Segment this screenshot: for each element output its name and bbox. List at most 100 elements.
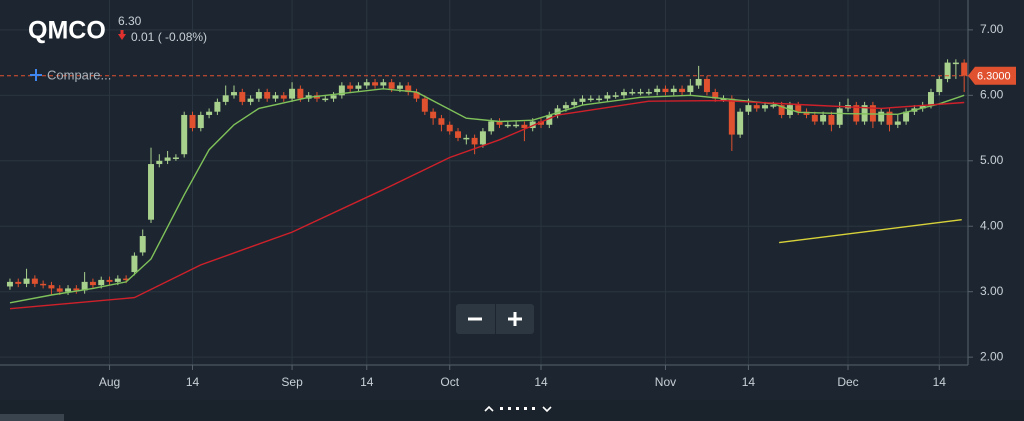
expand-toggle[interactable] bbox=[484, 405, 552, 413]
candle-body bbox=[654, 88, 661, 93]
compare-label[interactable]: Compare... bbox=[47, 67, 111, 82]
candle-body bbox=[604, 95, 611, 99]
candle-body bbox=[720, 98, 727, 101]
candle-body bbox=[272, 95, 279, 99]
candle-body bbox=[231, 92, 237, 96]
candle-body bbox=[131, 255, 138, 273]
candle-body bbox=[538, 121, 544, 125]
candle-body bbox=[255, 92, 262, 99]
candle-body bbox=[488, 121, 495, 132]
candle-body bbox=[214, 101, 221, 112]
x-tick-label: 14 bbox=[534, 375, 548, 389]
candle-body bbox=[413, 92, 420, 99]
candle-body bbox=[496, 121, 503, 125]
candle-body bbox=[372, 82, 379, 86]
candle-body bbox=[679, 88, 686, 93]
candle-body bbox=[355, 85, 362, 89]
plus-icon bbox=[30, 69, 42, 81]
candle-body bbox=[878, 111, 885, 122]
candle-body bbox=[380, 82, 387, 86]
y-tick-label: 5.00 bbox=[980, 153, 1004, 167]
candle-body bbox=[894, 121, 901, 125]
x-tick-label: Sep bbox=[281, 375, 303, 389]
candle-body bbox=[927, 92, 934, 106]
candle-body bbox=[836, 108, 843, 125]
candle-body bbox=[961, 62, 968, 76]
candle-body bbox=[944, 62, 951, 79]
candle-body bbox=[737, 111, 744, 135]
candle-body bbox=[554, 108, 561, 115]
candle-body bbox=[405, 85, 412, 93]
candle-body bbox=[828, 114, 835, 125]
candle-body bbox=[803, 111, 810, 115]
candle-body bbox=[330, 95, 337, 99]
candle-body bbox=[264, 92, 271, 99]
candle-body bbox=[239, 92, 246, 102]
candle-body bbox=[81, 281, 88, 291]
candle-body bbox=[596, 98, 603, 101]
scrollbar[interactable] bbox=[0, 414, 64, 421]
x-tick-label: Oct bbox=[440, 375, 459, 389]
candle-body bbox=[529, 121, 536, 129]
candle-body bbox=[73, 288, 80, 291]
candle-body bbox=[513, 124, 520, 127]
candle-body bbox=[745, 105, 752, 112]
candle-body bbox=[455, 131, 462, 138]
price-tag-label: 6.3000 bbox=[977, 71, 1011, 83]
candle-body bbox=[562, 105, 569, 109]
candle-body bbox=[31, 278, 38, 284]
candle-body bbox=[919, 105, 926, 109]
candle-body bbox=[546, 114, 553, 125]
candle-body bbox=[98, 279, 105, 286]
candle-body bbox=[363, 82, 370, 86]
candle-body bbox=[886, 111, 893, 125]
zoom-out[interactable] bbox=[456, 304, 495, 334]
candle-body bbox=[820, 114, 827, 122]
candle-body bbox=[40, 283, 47, 286]
candle-body bbox=[637, 92, 644, 94]
x-tick-label: Dec bbox=[837, 375, 858, 389]
candle-body bbox=[728, 98, 735, 135]
candle-body bbox=[762, 105, 769, 109]
candle-body bbox=[645, 92, 652, 94]
candle-body bbox=[222, 95, 229, 102]
footer bbox=[0, 400, 1024, 421]
x-tick-label: 14 bbox=[360, 375, 374, 389]
zoom-in[interactable] bbox=[494, 304, 535, 334]
candle-body bbox=[106, 279, 113, 282]
candle-body bbox=[479, 131, 486, 145]
candle-body bbox=[114, 278, 121, 282]
price-tag bbox=[968, 66, 1016, 85]
candle-body bbox=[338, 85, 345, 96]
price-change: 0.01 ( -0.08%) bbox=[131, 30, 207, 44]
candle-body bbox=[65, 288, 72, 292]
x-tick-label: 14 bbox=[933, 375, 947, 389]
candle-body bbox=[695, 78, 702, 86]
candle-body bbox=[15, 281, 22, 284]
candle-body bbox=[148, 164, 155, 220]
x-tick-label: 14 bbox=[742, 375, 756, 389]
candle-body bbox=[629, 92, 636, 94]
candle-body bbox=[670, 88, 677, 93]
down-arrow-stem bbox=[120, 30, 124, 35]
candle-body bbox=[471, 137, 478, 145]
plus-icon bbox=[507, 312, 522, 326]
candle-body bbox=[446, 124, 453, 132]
compare-button[interactable]: Compare... bbox=[30, 67, 111, 82]
candle-body bbox=[56, 288, 63, 292]
y-tick-label: 7.00 bbox=[980, 22, 1004, 36]
indicator-line bbox=[779, 219, 962, 244]
candle-body bbox=[48, 285, 55, 289]
candle-body bbox=[289, 88, 296, 99]
candle-body bbox=[952, 62, 959, 65]
minus-icon bbox=[468, 317, 483, 321]
axes: 2.00 3.00 4.00 5.00 6.00 7.00 Aug 14 Sep 14 Oct 14 N… bbox=[99, 22, 1016, 389]
y-tick-label: 3.00 bbox=[980, 284, 1004, 298]
candle-body bbox=[903, 111, 910, 122]
candle-body bbox=[463, 137, 470, 140]
candle-body bbox=[421, 98, 428, 112]
x-tick-label: Nov bbox=[655, 375, 676, 389]
candle-body bbox=[197, 114, 204, 129]
